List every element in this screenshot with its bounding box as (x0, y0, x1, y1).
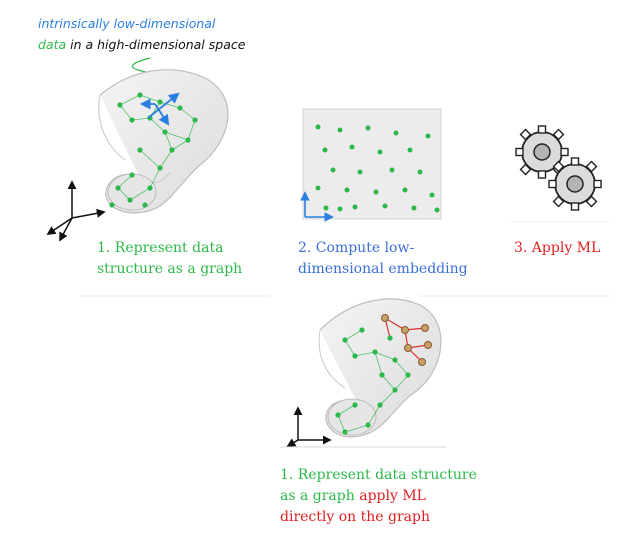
bottom-line1: 1. Represent data structure (280, 467, 477, 483)
step2-line2: dimensional embedding (298, 261, 468, 277)
bottom-line2-green: as a graph (280, 488, 355, 504)
bottom-line2-red: apply ML (354, 488, 426, 504)
step2-line1: 2. Compute low- (298, 240, 415, 256)
annotation-line-1: intrinsically low-dimensional (38, 16, 216, 31)
annotation-rest: in a high-dimensional space (66, 37, 246, 52)
step3-caption: 3. Apply ML (514, 238, 600, 259)
gear-icon (515, 125, 569, 179)
annotation-line-2: data in a high-dimensional space (38, 35, 245, 54)
bottom-line3: directly on the graph (280, 509, 430, 525)
step2-caption: 2. Compute low- dimensional embedding (298, 238, 468, 280)
embedding-panel (300, 108, 442, 222)
axes-icon (46, 180, 106, 242)
annotation-data-word: data (38, 37, 67, 52)
bottom-caption: 1. Represent data structure as a graph a… (280, 465, 477, 528)
axes-icon (286, 406, 332, 447)
swiss-roll-manifold-2 (318, 298, 442, 438)
step1-line2: structure as a graph (97, 261, 243, 277)
swiss-roll-manifold-1 (98, 69, 229, 214)
gear-icon (548, 157, 602, 211)
step1-caption: 1. Represent data structure as a graph (97, 238, 242, 280)
step1-line1: 1. Represent data (97, 240, 224, 256)
step3-line1: 3. Apply ML (514, 240, 601, 256)
bottom-line2: as a graph apply ML (280, 486, 477, 507)
